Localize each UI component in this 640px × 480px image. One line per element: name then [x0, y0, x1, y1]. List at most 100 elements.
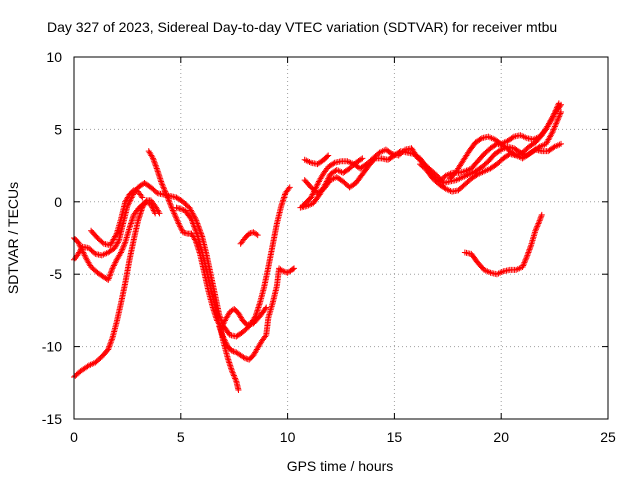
grid-lines: [74, 57, 608, 419]
data-point: [221, 318, 228, 325]
data-point: [161, 187, 168, 194]
data-point: [254, 232, 261, 239]
data-point: [524, 250, 531, 257]
data-point: [106, 274, 113, 281]
data-point: [105, 345, 112, 352]
data-point: [371, 156, 378, 163]
data-point: [115, 239, 122, 246]
data-point: [308, 194, 315, 201]
data-point: [220, 334, 227, 341]
data-point: [187, 214, 194, 221]
data-point: [324, 153, 331, 160]
data-point: [289, 266, 296, 273]
data-point: [159, 182, 166, 189]
x-tick-label: 0: [70, 429, 78, 445]
data-point: [190, 220, 197, 227]
data-point: [175, 219, 182, 226]
data-point: [240, 354, 247, 361]
data-point: [325, 174, 332, 181]
data-point: [534, 223, 541, 230]
x-axis-label: GPS time / hours: [287, 458, 394, 474]
data-point: [105, 346, 112, 353]
data-point: [192, 227, 199, 234]
data-point: [167, 201, 174, 208]
data-point: [548, 130, 555, 137]
data-point: [548, 116, 555, 123]
data-point: [325, 152, 332, 159]
data-point: [219, 332, 226, 339]
data-point: [527, 243, 534, 250]
y-tick-label: -15: [42, 411, 62, 427]
data-point: [291, 265, 298, 272]
chart-title: Day 327 of 2023, Sidereal Day-to-day VTE…: [47, 19, 557, 35]
data-point: [309, 191, 316, 198]
data-point: [554, 117, 561, 124]
series-14: [446, 100, 562, 182]
data-point: [162, 190, 169, 197]
data-point: [314, 181, 321, 188]
data-point: [522, 256, 529, 263]
series-10: [301, 101, 565, 197]
data-point: [172, 213, 179, 220]
data-point: [193, 229, 200, 236]
data-point: [190, 221, 197, 228]
data-point: [218, 329, 225, 336]
data-point: [194, 232, 201, 239]
data-point: [169, 206, 176, 213]
data-point: [169, 207, 176, 214]
data-point: [551, 123, 558, 130]
y-tick-label: 10: [46, 49, 62, 65]
data-point: [555, 100, 562, 107]
data-point: [524, 252, 531, 259]
data-point: [519, 263, 526, 270]
data-point: [150, 206, 157, 213]
data-point: [173, 216, 180, 223]
data-point: [175, 220, 182, 227]
data-point: [553, 106, 560, 113]
data-point: [177, 223, 184, 230]
data-point: [520, 261, 527, 268]
data-point: [231, 374, 238, 381]
data-point: [108, 336, 115, 343]
data-point: [230, 372, 237, 379]
data-point: [112, 259, 119, 266]
data-point: [152, 162, 159, 169]
series-8: [237, 229, 261, 247]
data-point: [532, 227, 539, 234]
data-point: [106, 342, 113, 349]
data-point: [232, 376, 239, 383]
data-point: [222, 339, 229, 346]
data-point: [166, 198, 173, 205]
data-point: [165, 197, 172, 204]
y-axis-label: SDTVAR / TECUs: [5, 182, 21, 294]
data-point: [139, 194, 146, 201]
data-point: [105, 276, 112, 283]
data-point: [526, 246, 533, 253]
series-13: [417, 140, 565, 195]
data-point: [189, 217, 196, 224]
data-point: [164, 194, 171, 201]
data-point: [191, 223, 198, 230]
data-point: [550, 127, 557, 134]
data-point: [509, 134, 516, 141]
data-point: [324, 177, 331, 184]
data-point: [315, 179, 322, 186]
data-point: [150, 155, 157, 162]
series-6: [173, 204, 242, 394]
series-5: [145, 148, 270, 331]
data-point: [118, 248, 125, 255]
data-point: [230, 371, 237, 378]
data-point: [253, 231, 260, 238]
data-point: [80, 250, 87, 257]
data-point: [151, 208, 158, 215]
data-point: [168, 203, 175, 210]
data-point: [149, 204, 156, 211]
data-point: [538, 211, 545, 218]
data-point: [554, 103, 561, 110]
data-point: [112, 232, 119, 239]
data-point: [538, 213, 545, 220]
x-tick-label: 20: [493, 429, 509, 445]
data-point: [523, 255, 530, 262]
data-point: [550, 113, 557, 120]
